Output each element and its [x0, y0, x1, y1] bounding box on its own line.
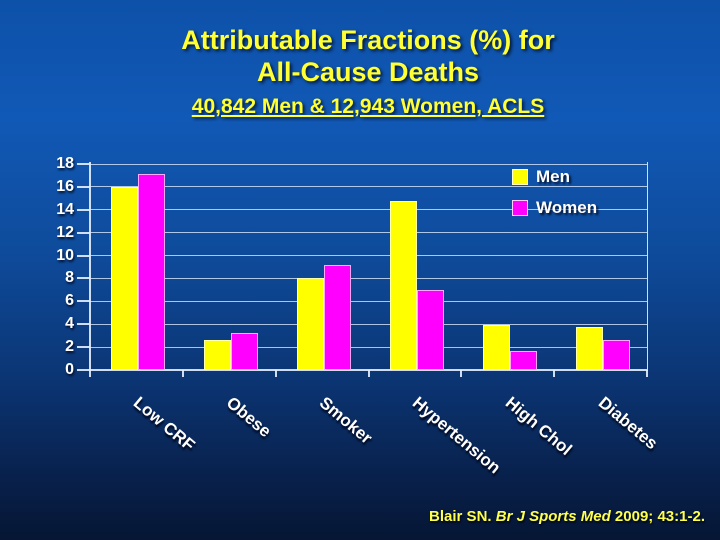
bar-women-obese	[231, 333, 259, 370]
x-axis-label-high-chol: High Chol	[501, 393, 576, 460]
y-axis-label: 6	[65, 292, 74, 310]
bar-men-diabetes	[575, 326, 603, 370]
gridline	[90, 277, 647, 279]
bar-men-obese	[204, 340, 232, 370]
y-axis-label: 16	[56, 177, 74, 195]
bar-women-low-crf	[138, 174, 166, 370]
y-axis-tick	[77, 277, 90, 280]
gridline	[90, 323, 647, 325]
legend-swatch-men	[512, 169, 528, 185]
y-axis-label: 2	[65, 338, 74, 356]
slide-title: Attributable Fractions (%) for All-Cause…	[16, 24, 720, 88]
gridline	[90, 209, 647, 211]
y-axis-tick	[77, 300, 90, 303]
x-axis-label-obese: Obese	[223, 393, 276, 441]
y-axis-label: 12	[56, 223, 74, 241]
chart-legend: Men Women	[512, 166, 597, 228]
y-axis-tick	[77, 231, 90, 234]
x-axis-label-smoker: Smoker	[315, 393, 376, 448]
legend-swatch-women	[512, 200, 528, 216]
x-axis-tick	[181, 370, 184, 377]
gridline	[90, 163, 647, 165]
citation-journal: Br J Sports Med	[495, 508, 611, 525]
y-axis-label: 10	[56, 246, 74, 264]
slide-title-line2: All-Cause Deaths	[256, 57, 480, 87]
legend-label-men: Men	[536, 167, 570, 186]
x-axis-label-hypertension: Hypertension	[408, 393, 505, 478]
slide-title-line1: Attributable Fractions (%) for	[181, 25, 555, 55]
plot-right-border	[647, 162, 648, 371]
gridline	[90, 300, 647, 302]
citation-year-pages: 2009; 43:1-2.	[610, 508, 705, 525]
citation: Blair SN. Br J Sports Med 2009; 43:1-2.	[429, 508, 705, 525]
x-axis-tick	[460, 370, 463, 377]
y-axis-line	[89, 162, 91, 371]
bar-men-hypertension	[389, 200, 417, 370]
gridline	[90, 255, 647, 257]
slide-subtitle: 40,842 Men & 12,943 Women, ACLS	[191, 95, 545, 118]
bar-women-smoker	[324, 264, 352, 370]
gridline	[90, 186, 647, 188]
y-axis-tick	[77, 254, 90, 257]
y-axis-label: 0	[65, 361, 74, 378]
bar-men-smoker	[297, 278, 325, 370]
y-axis-tick	[77, 208, 90, 211]
y-axis-label: 14	[56, 200, 74, 218]
x-axis-label-diabetes: Diabetes	[594, 393, 661, 454]
legend-label-women: Women	[536, 198, 598, 217]
y-axis-tick	[77, 346, 90, 349]
bar-women-high-chol	[509, 350, 537, 370]
gridline	[90, 232, 647, 234]
x-axis-tick	[553, 370, 556, 377]
y-axis-label: 4	[65, 315, 74, 333]
y-axis-tick	[77, 185, 90, 188]
x-axis-tick	[646, 370, 648, 377]
bar-women-diabetes	[602, 340, 630, 370]
x-axis-tick	[89, 370, 91, 377]
gridline	[90, 346, 647, 348]
legend-item-men: Men	[512, 166, 597, 188]
bar-men-high-chol	[482, 325, 510, 370]
x-axis-tick	[367, 370, 370, 377]
y-axis-tick	[77, 323, 90, 326]
bar-men-low-crf	[111, 186, 139, 370]
bar-women-hypertension	[416, 289, 444, 370]
y-axis-tick	[77, 369, 90, 371]
x-axis-tick	[274, 370, 277, 377]
y-axis-label: 18	[56, 155, 74, 172]
legend-item-women: Women	[512, 197, 597, 219]
citation-authors: Blair SN.	[429, 508, 496, 525]
x-axis-label-low-crf: Low CRF	[130, 393, 199, 455]
y-axis-label: 8	[65, 269, 74, 287]
y-axis-tick	[77, 163, 90, 165]
